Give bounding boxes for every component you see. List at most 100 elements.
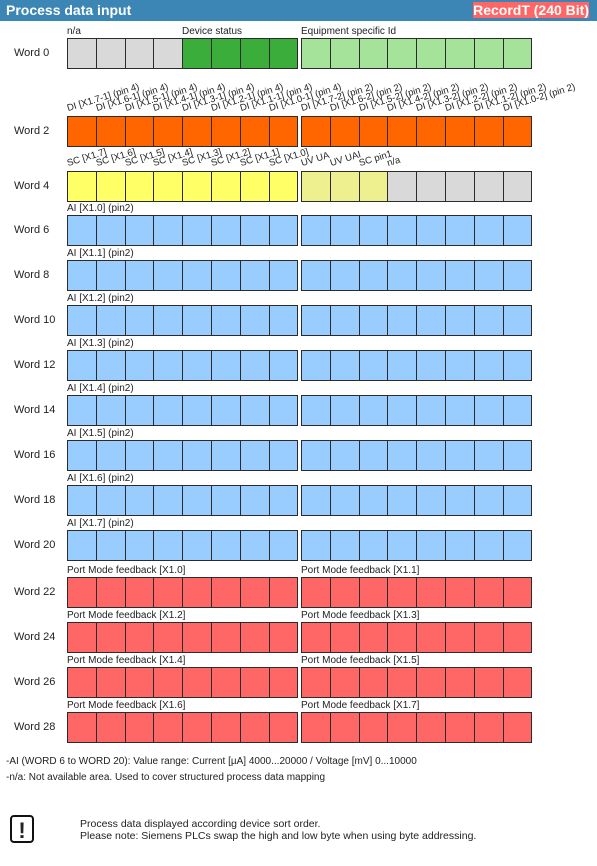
word-label: Word 0 [14,47,50,59]
bit-cell [416,116,446,147]
bit-cell [502,667,533,698]
bit-cell [329,667,360,698]
bit-cell [329,712,360,743]
bit-cell [301,305,331,336]
bit-cell [416,350,446,381]
bit-cell [153,171,184,202]
bit-cell [182,395,212,426]
bit-cell [153,260,184,291]
word-label: Word 12 [14,359,56,371]
bit-cell [124,38,155,69]
bit-cell [416,530,446,561]
bit-cell [124,116,155,147]
bit-cell [67,260,97,291]
bit-cell [301,577,331,608]
group-label: AI [X1.5] (pin2) [67,428,134,439]
group-label: Port Mode feedback [X1.4] [67,655,186,666]
bit-cell [124,440,155,471]
bit-label: n/a [386,154,403,169]
bit-cell [95,305,126,336]
bit-cell [416,667,446,698]
bit-cell [387,577,418,608]
bit-cell [473,260,504,291]
bit-cell [387,305,418,336]
bit-cell [301,485,331,516]
bit-cell [329,577,360,608]
bit-cell [182,260,212,291]
bit-cell [358,667,389,698]
bit-cell [95,667,126,698]
bit-cell [416,260,446,291]
bit-cell [95,530,126,561]
bit-cell [445,530,475,561]
bit-cell [268,171,299,202]
bit-cell [268,712,299,743]
bit-cell [445,395,475,426]
bit-cell [387,116,418,147]
bit-cell [358,622,389,653]
bit-cell [182,712,212,743]
group-label: Port Mode feedback [X1.1] [301,565,420,576]
bit-cell [67,38,97,69]
bit-cell [329,260,360,291]
bit-cell [358,350,389,381]
bit-cell [268,622,299,653]
bit-cell [358,215,389,246]
bit-cell [95,116,126,147]
bit-cell [502,215,533,246]
group-label: Port Mode feedback [X1.3] [301,610,420,621]
bit-cell [268,350,299,381]
bit-cell [182,171,212,202]
bit-cell [239,485,270,516]
bit-cell [301,171,331,202]
bit-cell [67,395,97,426]
bit-cell [268,577,299,608]
group-label: AI [X1.2] (pin2) [67,293,134,304]
bit-cell [95,622,126,653]
bit-cell [211,395,241,426]
bit-cell [211,260,241,291]
group-label: Port Mode feedback [X1.6] [67,700,186,711]
bit-cell [239,622,270,653]
bit-cell [211,116,241,147]
bit-cell [387,440,418,471]
bit-cell [239,577,270,608]
bit-cell [329,395,360,426]
bit-cell [153,530,184,561]
bit-cell [329,215,360,246]
bit-cell [67,215,97,246]
word-label: Word 6 [14,224,50,236]
bit-cell [239,395,270,426]
bit-cell [387,350,418,381]
bit-cell [239,667,270,698]
bit-cell [301,350,331,381]
bit-cell [329,622,360,653]
bit-cell [416,712,446,743]
bit-cell [95,712,126,743]
bit-cell [387,667,418,698]
bit-cell [301,667,331,698]
bit-cell [239,305,270,336]
bit-cell [329,485,360,516]
bit-cell [153,577,184,608]
note-ai-range: -AI (WORD 6 to WORD 20): Value range: Cu… [6,756,417,767]
bit-cell [124,260,155,291]
bit-cell [67,116,97,147]
bit-cell [473,38,504,69]
bit-cell [124,171,155,202]
bit-cell [445,485,475,516]
bit-cell [473,485,504,516]
bit-cell [239,171,270,202]
bit-cell [358,38,389,69]
bit-cell [211,171,241,202]
group-label: AI [X1.6] (pin2) [67,473,134,484]
bit-cell [211,577,241,608]
bit-cell [153,395,184,426]
bit-cell [211,38,241,69]
bit-cell [502,577,533,608]
bit-cell [387,530,418,561]
bit-cell [416,395,446,426]
word-label: Word 28 [14,721,56,733]
bit-cell [182,622,212,653]
bit-cell [502,440,533,471]
